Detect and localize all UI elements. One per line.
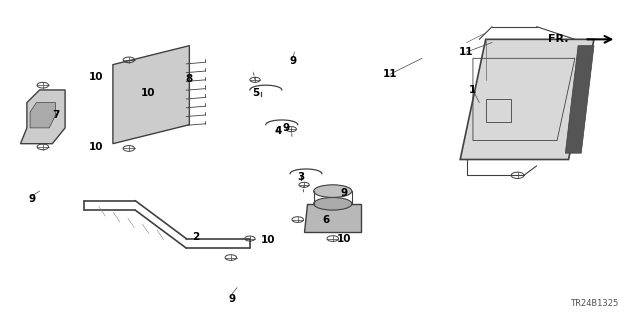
Text: 9: 9 [28,194,36,204]
Text: 10: 10 [337,234,351,243]
Ellipse shape [314,197,352,210]
Polygon shape [113,46,189,144]
Text: 11: 11 [383,69,397,79]
Polygon shape [460,39,594,160]
Text: 10: 10 [88,72,103,82]
Text: 1: 1 [469,85,477,95]
Text: 10: 10 [260,235,275,245]
Text: 4: 4 [275,126,282,136]
Text: 9: 9 [289,56,296,66]
Text: FR.: FR. [548,34,568,44]
Ellipse shape [314,185,352,197]
Text: 8: 8 [186,74,193,84]
Text: 9: 9 [340,188,348,198]
Text: 7: 7 [52,110,60,120]
Text: 11: 11 [460,47,474,57]
Polygon shape [30,103,56,128]
Text: 6: 6 [323,215,330,225]
Polygon shape [20,90,65,144]
Text: 9: 9 [282,123,289,133]
Text: 9: 9 [228,293,236,304]
Polygon shape [304,204,362,232]
Text: 5: 5 [253,88,260,98]
Text: 10: 10 [141,88,155,98]
Text: 2: 2 [192,232,200,242]
Text: 3: 3 [297,172,305,182]
Text: TR24B1325: TR24B1325 [571,299,620,308]
Text: 10: 10 [88,142,103,152]
Polygon shape [565,46,594,153]
